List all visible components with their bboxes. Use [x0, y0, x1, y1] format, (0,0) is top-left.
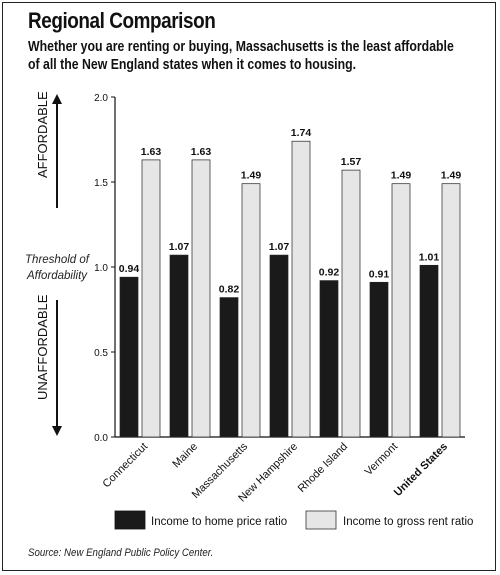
x-tick-label: United States	[392, 441, 450, 499]
bar-value-label: 1.49	[241, 170, 262, 182]
legend-swatch-home-price	[114, 510, 146, 530]
y-tick-label: 1.0	[94, 263, 108, 274]
legend-label-home-price: Income to home price ratio	[151, 516, 287, 528]
legend-swatch-gross-rent	[305, 510, 337, 530]
affordable-label: AFFORDABLE	[35, 91, 50, 178]
bar-value-label: 1.01	[419, 251, 440, 263]
threshold-label-line2: Affordability	[26, 270, 88, 282]
bar-gross-rent	[241, 183, 261, 438]
bar-value-label: 1.63	[141, 146, 162, 158]
unaffordable-label: UNAFFORDABLE	[35, 294, 50, 400]
bar-gross-rent	[191, 159, 211, 438]
bar-value-label: 1.57	[341, 156, 362, 168]
x-tick-label: Vermont	[363, 441, 400, 478]
bar-gross-rent	[441, 183, 461, 438]
bar-value-label: 1.63	[191, 146, 212, 158]
affordability-annotation: AFFORDABLE UNAFFORDABLE Threshold of Aff…	[25, 91, 91, 436]
bar-value-label: 1.07	[169, 241, 190, 253]
threshold-label-line1: Threshold of	[25, 254, 91, 266]
y-tick-label: 0.0	[94, 433, 108, 444]
bar-home-price	[369, 281, 389, 438]
bar-value-label: 1.07	[269, 241, 290, 253]
bar-value-label: 1.74	[291, 127, 312, 139]
x-tick-label: Rhode Island	[296, 441, 350, 495]
y-tick-label: 2.0	[94, 93, 108, 104]
legend-label-gross-rent: Income to gross rent ratio	[343, 516, 473, 528]
bar-value-label: 0.91	[369, 268, 390, 280]
source-note: Source: New England Public Policy Center…	[28, 547, 214, 559]
up-arrow-icon	[52, 94, 62, 104]
y-tick-label: 1.5	[94, 178, 108, 189]
bar-gross-rent	[141, 159, 161, 438]
bar-value-label: 0.94	[119, 263, 140, 275]
y-tick-label: 0.5	[94, 348, 108, 359]
bar-gross-rent	[291, 140, 311, 438]
chart-subtitle: Whether you are renting or buying, Massa…	[28, 38, 454, 73]
bar-gross-rent	[341, 169, 361, 438]
bar-home-price	[219, 297, 239, 438]
chart-bars: 0.94 1.63 1.07 1.63 0.82 1.49 1.07 1.74 0.92 1.57…	[119, 127, 462, 438]
bar-value-label: 1.49	[441, 170, 462, 182]
bar-value-label: 0.92	[319, 267, 340, 279]
bar-gross-rent	[391, 183, 411, 438]
bar-value-label: 0.82	[219, 284, 240, 296]
down-arrow-icon	[52, 426, 62, 436]
chart-legend: Income to home price ratio Income to gro…	[114, 510, 473, 530]
bar-home-price	[119, 276, 139, 438]
chart-title: Regional Comparison	[28, 8, 216, 33]
bar-home-price	[419, 264, 439, 438]
bar-home-price	[169, 254, 189, 438]
bar-home-price	[269, 254, 289, 438]
x-tick-label: Maine	[170, 441, 200, 471]
x-tick-label: Connecticut	[101, 441, 151, 491]
bar-value-label: 1.49	[391, 170, 412, 182]
bar-home-price	[319, 280, 339, 438]
